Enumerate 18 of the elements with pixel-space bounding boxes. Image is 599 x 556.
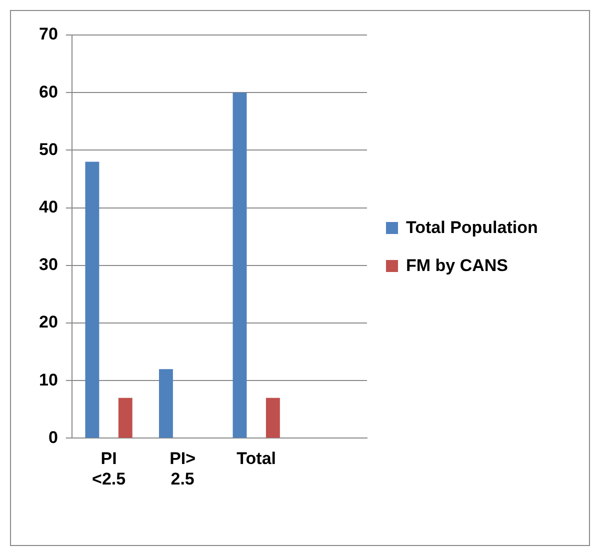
y-tick-label: 30 [38, 255, 58, 274]
bar [118, 398, 132, 438]
bar [266, 398, 280, 438]
y-tick-label: 70 [38, 24, 58, 44]
x-tick-label: Total [236, 449, 276, 468]
y-tick-label: 20 [38, 312, 58, 332]
y-tick-label: 10 [38, 370, 58, 390]
x-tick-label: PI> 2.5 [170, 449, 196, 488]
y-tick-label: 40 [38, 197, 58, 216]
x-tick-label: PI <2.5 [92, 449, 126, 488]
y-tick-label: 50 [38, 140, 58, 159]
y-tick-label: 60 [38, 82, 58, 102]
bar [232, 92, 247, 438]
y-tick-label: 0 [48, 428, 58, 447]
legend-label: FM by CANS [406, 255, 509, 277]
bar [159, 369, 173, 438]
bar [85, 162, 100, 438]
legend-label: Total Population [406, 217, 539, 239]
